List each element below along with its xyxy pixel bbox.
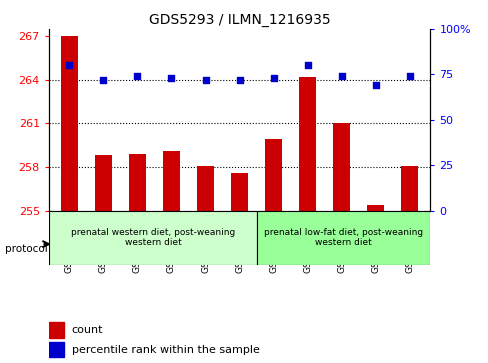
Text: count: count xyxy=(72,325,103,335)
Bar xyxy=(61,36,78,211)
Bar xyxy=(366,205,384,211)
Text: prenatal western diet, post-weaning
western diet: prenatal western diet, post-weaning west… xyxy=(71,228,235,248)
Text: prenatal low-fat diet, post-weaning
western diet: prenatal low-fat diet, post-weaning west… xyxy=(264,228,422,248)
Bar xyxy=(231,173,247,211)
Point xyxy=(201,77,209,83)
Bar xyxy=(299,77,316,211)
Point xyxy=(405,73,413,79)
Point xyxy=(65,62,73,68)
Text: percentile rank within the sample: percentile rank within the sample xyxy=(72,345,259,355)
Bar xyxy=(333,123,349,211)
Point xyxy=(371,82,379,88)
Bar xyxy=(129,154,145,211)
FancyBboxPatch shape xyxy=(49,211,256,265)
Bar xyxy=(401,166,418,211)
Bar xyxy=(197,166,214,211)
Point xyxy=(303,62,311,68)
Bar xyxy=(49,322,64,338)
Point xyxy=(337,73,345,79)
Point xyxy=(133,73,141,79)
Point xyxy=(167,75,175,81)
Point xyxy=(269,75,277,81)
FancyBboxPatch shape xyxy=(256,211,429,265)
Point xyxy=(99,77,107,83)
Title: GDS5293 / ILMN_1216935: GDS5293 / ILMN_1216935 xyxy=(148,13,330,26)
Bar xyxy=(95,155,112,211)
Bar xyxy=(264,139,282,211)
Point xyxy=(235,77,243,83)
Bar xyxy=(163,151,180,211)
Text: protocol: protocol xyxy=(5,244,47,254)
Bar xyxy=(49,342,64,357)
